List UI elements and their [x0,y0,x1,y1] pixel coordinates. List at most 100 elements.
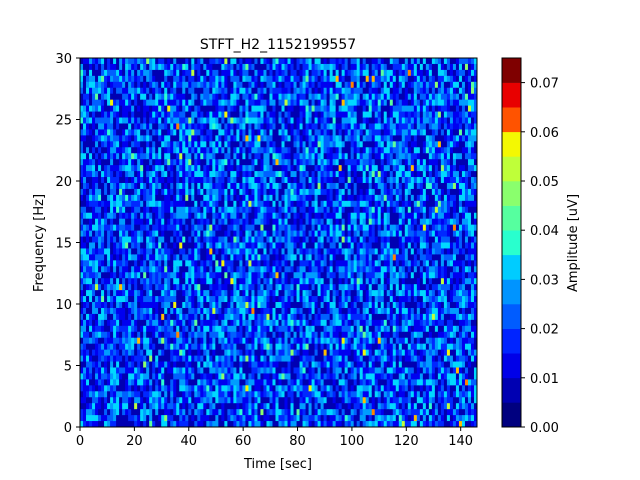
heatmap-cell [203,129,207,136]
heatmap-cell [104,171,108,178]
heatmap-cell [95,135,99,142]
heatmap-cell [140,290,144,297]
heatmap-cell [275,105,279,113]
heatmap-cell [296,230,301,238]
heatmap-cell [308,177,313,184]
heatmap-cell [314,165,319,172]
heatmap-cell [296,135,301,142]
heatmap-cell [137,69,141,77]
heatmap-cell [287,325,292,333]
heatmap-cell [107,182,111,190]
heatmap-cell [170,218,174,226]
heatmap-cell [275,331,279,339]
heatmap-cell [239,313,243,321]
heatmap-cell [95,153,99,160]
heatmap-cell [164,355,168,363]
heatmap-cell [128,361,132,368]
heatmap-cell [320,135,325,142]
heatmap-cell [167,99,171,107]
heatmap-cell [179,373,183,380]
heatmap-cell [287,391,292,398]
heatmap-cell [146,177,150,184]
heatmap-cell [278,218,283,226]
heatmap-cell [251,254,255,261]
heatmap-cell [200,343,204,351]
heatmap-cell [197,177,201,184]
heatmap-cell [299,75,304,83]
heatmap-cell [80,307,84,315]
heatmap-cell [308,218,313,226]
heatmap-cell [221,188,225,196]
heatmap-cell [179,337,183,345]
heatmap-cell [254,224,258,232]
heatmap-cell [152,290,156,297]
heatmap-cell [179,313,183,321]
heatmap-cell [278,319,283,327]
heatmap-cell [146,236,150,243]
heatmap-cell [155,248,159,255]
heatmap-cell [134,313,138,321]
heatmap-cell [272,313,276,321]
heatmap-cell [242,171,246,178]
heatmap-cell [113,224,117,232]
heatmap-cell [260,200,264,208]
heatmap-cell [296,165,301,172]
heatmap-cell [155,278,159,285]
heatmap-cell [164,421,168,428]
heatmap-cell [260,331,264,339]
heatmap-cell [239,58,243,65]
heatmap-cell [281,117,286,124]
heatmap-cell [194,99,198,107]
heatmap-cell [266,153,270,160]
heatmap-cell [248,325,252,333]
heatmap-cell [224,284,228,291]
heatmap-cell [287,159,292,166]
heatmap-cell [290,177,295,184]
heatmap-cell [137,355,141,363]
heatmap-cell [92,75,96,83]
heatmap-cell [311,325,316,333]
heatmap-cell [182,319,186,327]
heatmap-cell [272,177,276,184]
heatmap-cell [182,373,186,380]
heatmap-cell [152,135,156,142]
heatmap-cell [317,206,322,214]
heatmap-cell [221,343,225,351]
heatmap-cell [236,99,240,107]
heatmap-cell [248,111,252,119]
heatmap-cell [101,290,105,297]
heatmap-cell [245,302,249,309]
heatmap-cell [209,58,213,65]
heatmap-cell [152,355,156,363]
heatmap-cell [110,87,114,95]
heatmap-cell [266,93,270,101]
heatmap-cell [212,58,216,65]
heatmap-cell [128,337,132,345]
heatmap-cell [173,421,177,428]
heatmap-cell [101,373,105,380]
heatmap-cell [110,260,114,267]
heatmap-cell [245,111,249,119]
heatmap-cell [194,75,198,83]
heatmap-cell [98,373,102,380]
heatmap-cell [224,230,228,238]
heatmap-cell [209,385,213,392]
heatmap-cell [284,99,289,107]
heatmap-cell [311,373,316,380]
heatmap-cell [185,206,189,214]
heatmap-cell [191,307,195,315]
heatmap-cell [137,284,141,291]
heatmap-cell [104,337,108,345]
heatmap-cell [95,171,99,178]
heatmap-cell [290,409,295,416]
heatmap-cell [95,296,99,303]
heatmap-cell [83,266,87,273]
heatmap-cell [155,403,159,410]
heatmap-cell [275,58,279,65]
heatmap-cell [98,165,102,172]
heatmap-cell [107,135,111,142]
heatmap-cell [212,349,216,357]
heatmap-cell [230,361,234,368]
heatmap-cell [305,266,310,273]
heatmap-cell [176,313,180,321]
